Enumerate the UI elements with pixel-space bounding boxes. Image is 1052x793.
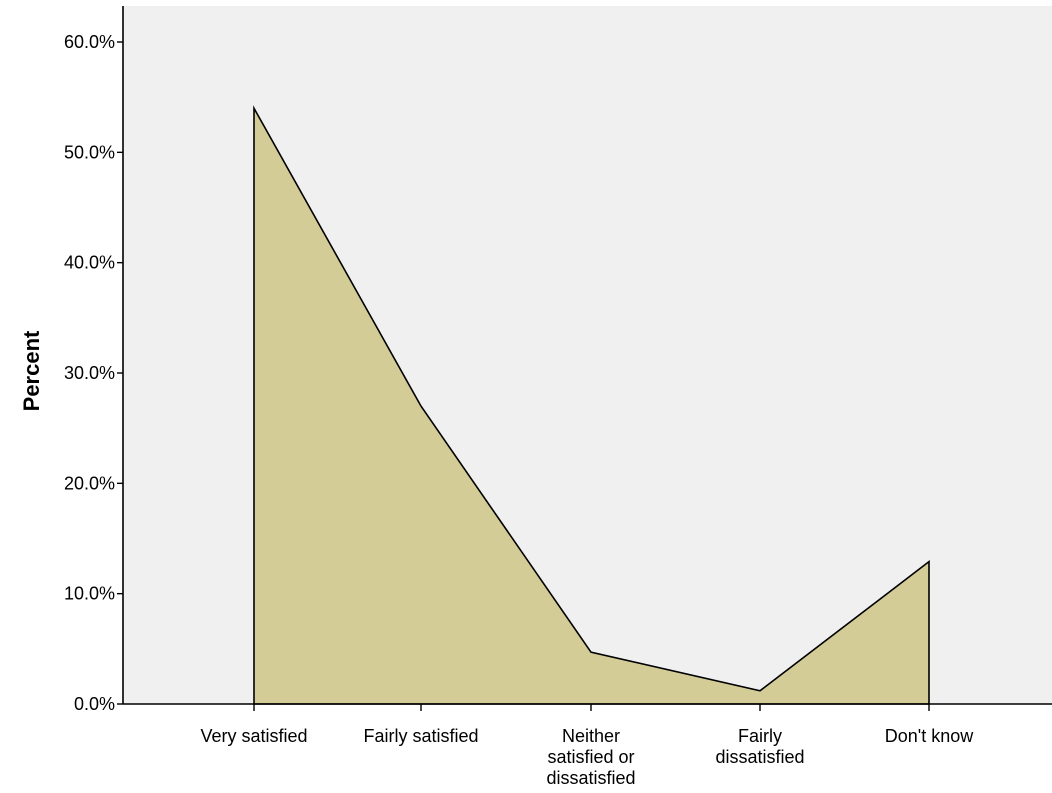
x-tick-label: Neither satisfied or dissatisfied (546, 726, 635, 788)
y-tick-label: 40.0% (64, 253, 115, 273)
x-axis-ticks: Very satisfied Fairly satisfied Neither sat… (200, 704, 974, 788)
x-tick-label: Fairly dissatisfied (715, 726, 804, 767)
y-tick-label: 0.0% (74, 694, 115, 714)
y-tick-label: 10.0% (64, 584, 115, 604)
x-tick-label: Don't know (885, 726, 974, 746)
y-axis-title: Percent (19, 330, 44, 411)
y-tick-label: 30.0% (64, 363, 115, 383)
y-tick-label: 20.0% (64, 473, 115, 493)
x-tick-label: Fairly satisfied (363, 726, 478, 746)
y-tick-label: 50.0% (64, 142, 115, 162)
area-outline (253, 105, 930, 705)
axes (122, 6, 1052, 705)
y-tick-label: 60.0% (64, 32, 115, 52)
y-axis-ticks: 0.0% 10.0% 20.0% 30.0% 40.0% 50.0% 60.0% (64, 32, 123, 714)
x-tick-label: Very satisfied (200, 726, 307, 746)
area-series (254, 108, 929, 704)
